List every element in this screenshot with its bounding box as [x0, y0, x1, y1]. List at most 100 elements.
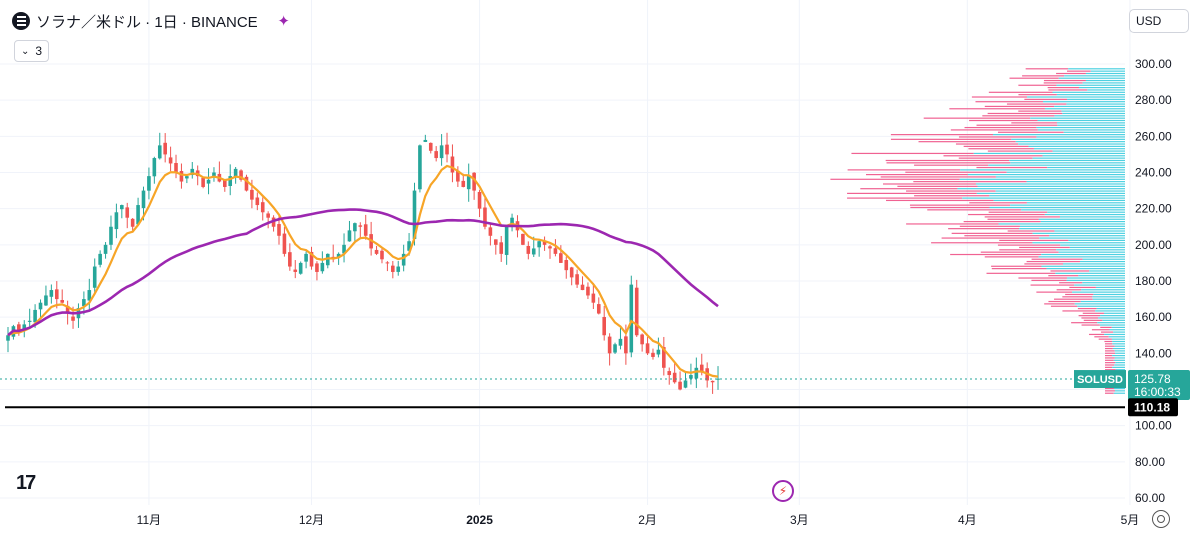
candle-body: [168, 157, 173, 164]
volume-profile-bar: [910, 206, 990, 209]
volume-profile-bar: [1006, 103, 1067, 105]
volume-profile-bar: [1115, 362, 1125, 364]
volume-profile-bar: [1081, 317, 1099, 319]
volume-profile-bar: [890, 138, 1012, 140]
volume-profile-bar: [1079, 260, 1125, 263]
volume-profile-bar: [1112, 343, 1125, 345]
volume-profile-bar: [906, 190, 996, 192]
volume-profile-bar: [1054, 105, 1125, 108]
candle-body: [618, 338, 623, 346]
volume-profile-bar: [1036, 136, 1125, 138]
candle-body: [315, 263, 319, 272]
settings-gear-icon[interactable]: [1152, 510, 1170, 528]
volume-profile-bar: [1095, 310, 1125, 312]
candle-body: [624, 336, 628, 354]
volume-profile-bar: [1056, 94, 1125, 96]
volume-profile-bar: [1077, 307, 1097, 310]
volume-profile-bar: [1046, 268, 1125, 270]
volume-profile-bar: [1063, 131, 1125, 133]
candle-body: [228, 176, 233, 186]
volume-profile-bar: [988, 91, 1053, 93]
volume-profile-bar: [1030, 117, 1125, 119]
candle-body: [65, 305, 70, 314]
volume-profile-bar: [1052, 150, 1125, 152]
candle-body: [694, 367, 699, 379]
volume-profile-bar: [993, 134, 1125, 136]
volume-profile-bar: [995, 190, 1125, 192]
volume-profile-bar: [1044, 303, 1075, 305]
volume-profile-bar: [1111, 326, 1125, 328]
grid: [0, 0, 1131, 505]
tradingview-logo[interactable]: 17: [16, 472, 36, 494]
volume-profile-bar: [1052, 91, 1125, 93]
volume-profile-bar: [1113, 387, 1125, 390]
price-tick-label: 240.00: [1135, 166, 1172, 180]
volume-profile-bar: [1087, 89, 1125, 91]
volume-profile-bar: [963, 221, 1041, 223]
volume-profile-bar: [1055, 272, 1125, 274]
volume-profile-bar: [1059, 216, 1125, 218]
volume-profile-bar: [964, 235, 1050, 237]
candle-body: [22, 324, 27, 330]
candle-body: [201, 177, 205, 187]
volume-profile-bar: [1082, 312, 1104, 314]
candle-body: [353, 223, 357, 232]
volume-profile-bar: [1077, 305, 1125, 307]
volume-profile-bar: [860, 188, 958, 190]
volume-profile-bar: [1058, 77, 1125, 79]
candle-body: [130, 218, 135, 227]
volume-profile-bar: [931, 242, 1033, 244]
candle-body: [656, 349, 661, 355]
candle-body: [456, 170, 460, 182]
volume-profile-bar: [1056, 84, 1125, 86]
candle-body: [71, 316, 75, 321]
candle-body: [445, 144, 449, 155]
volume-profile-bar: [1036, 291, 1073, 293]
candle-body: [439, 145, 444, 159]
time-tick-label: 3月: [790, 513, 809, 527]
volume-profile-bar: [1097, 322, 1125, 324]
candle-body: [504, 226, 509, 255]
volume-profile-bar: [1091, 329, 1110, 331]
volume-profile-bar: [1024, 98, 1068, 100]
candle-body: [293, 269, 298, 272]
volume-profile-bar: [969, 202, 1027, 204]
volume-profile-bar: [1049, 235, 1125, 237]
candle-body: [33, 309, 37, 323]
candle-body: [412, 190, 417, 239]
volume-profile-bar: [1066, 103, 1125, 105]
solana-logo-icon: [12, 12, 30, 30]
share-icon[interactable]: ✦: [277, 13, 290, 30]
volume-profile-bar: [1044, 213, 1125, 216]
volume-profile-bar: [1060, 244, 1125, 246]
volume-profile-bar: [890, 134, 994, 136]
volume-profile-bar: [1090, 70, 1125, 72]
lightning-event-icon[interactable]: ⚡: [772, 480, 794, 502]
candle-body: [185, 176, 189, 179]
indicators-toggle[interactable]: ⌄ 3: [14, 40, 50, 62]
volume-profile-bar: [1092, 296, 1125, 298]
candle-body: [575, 274, 579, 285]
volume-profile-bar: [1112, 347, 1125, 350]
volume-profile-bar: [1043, 79, 1086, 82]
currency-button[interactable]: USD: [1129, 9, 1189, 33]
candle-body: [651, 352, 655, 357]
volume-profile-bar: [1054, 230, 1125, 232]
candle-body: [569, 267, 574, 278]
volume-profile-bar: [991, 268, 1047, 270]
chart-title: ソラナ／米ドル · 1日 · BINANCE: [36, 13, 258, 31]
volume-profile-bar: [1081, 324, 1100, 326]
volume-profile-bar: [1071, 322, 1098, 324]
volume-profile-bar: [1032, 157, 1125, 159]
volume-profile-bar: [1066, 279, 1125, 281]
volume-profile-bar: [1102, 319, 1125, 321]
candle-body: [380, 250, 384, 260]
candle-body: [672, 372, 677, 383]
candle-body: [629, 284, 634, 353]
volume-profile-bar: [1056, 72, 1086, 75]
volume-profile-bar: [1019, 246, 1070, 249]
volume-profile-bar: [1040, 221, 1125, 223]
volume-profile-bar: [948, 228, 1020, 230]
volume-profile-bar: [1054, 115, 1125, 117]
